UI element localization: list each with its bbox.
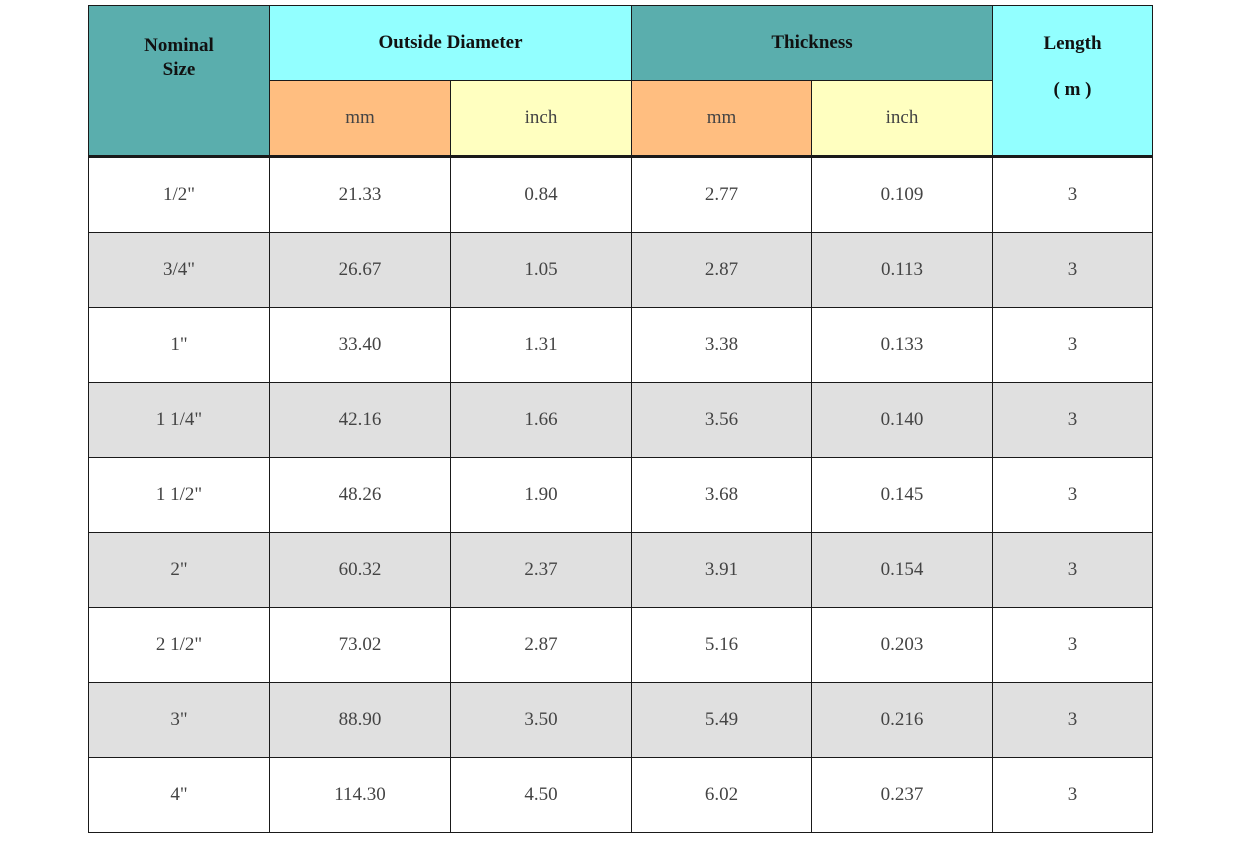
length-cell: 3	[992, 532, 1153, 608]
thickness-mm-cell: 3.38	[631, 307, 812, 383]
thickness-inch-cell: 0.113	[811, 232, 993, 308]
thickness-inch-cell: 0.216	[811, 682, 993, 758]
od-mm-cell: 73.02	[269, 607, 451, 683]
thickness-inch-cell: 0.109	[811, 156, 993, 233]
od-mm-cell: 88.90	[269, 682, 451, 758]
od-mm-cell: 114.30	[269, 757, 451, 833]
thickness-header: Thickness	[631, 5, 993, 81]
nominal-size-cell: 3"	[88, 682, 270, 758]
thickness-mm-cell: 3.91	[631, 532, 812, 608]
header-row: Nominal Size Outside Diameter Thickness …	[88, 5, 1153, 158]
nominal-size-cell: 1"	[88, 307, 270, 383]
thickness-inch-cell: 0.154	[811, 532, 993, 608]
nominal-size-cell: 4"	[88, 757, 270, 833]
length-label: Length	[1043, 33, 1102, 54]
nominal-size-cell: 1/2"	[88, 156, 270, 233]
thickness-inch-cell: 0.203	[811, 607, 993, 683]
thickness-mm-cell: 2.77	[631, 156, 812, 233]
od-mm-cell: 33.40	[269, 307, 451, 383]
od-mm-cell: 21.33	[269, 156, 451, 233]
length-cell: 3	[992, 682, 1153, 758]
length-cell: 3	[992, 382, 1153, 458]
length-cell: 3	[992, 757, 1153, 833]
length-cell: 3	[992, 307, 1153, 383]
thickness-mm-cell: 3.56	[631, 382, 812, 458]
table-row: 2" 60.32 2.37 3.91 0.154 3	[88, 532, 1153, 608]
nominal-size-cell: 1 1/2"	[88, 457, 270, 533]
table-row: 1 1/2" 48.26 1.90 3.68 0.145 3	[88, 457, 1153, 533]
od-inch-cell: 3.50	[450, 682, 632, 758]
length-unit-label: ( m )	[1053, 79, 1092, 100]
od-inch-cell: 1.90	[450, 457, 632, 533]
nominal-size-header: Nominal Size	[88, 5, 270, 158]
table-row: 3" 88.90 3.50 5.49 0.216 3	[88, 682, 1153, 758]
od-mm-cell: 60.32	[269, 532, 451, 608]
od-mm-cell: 26.67	[269, 232, 451, 308]
thickness-inch-cell: 0.140	[811, 382, 993, 458]
thickness-mm-cell: 2.87	[631, 232, 812, 308]
table-row: 3/4" 26.67 1.05 2.87 0.113 3	[88, 232, 1153, 308]
od-mm-header: mm	[269, 80, 451, 158]
od-inch-cell: 2.37	[450, 532, 632, 608]
table-row: 2 1/2" 73.02 2.87 5.16 0.203 3	[88, 607, 1153, 683]
od-inch-cell: 4.50	[450, 757, 632, 833]
pipe-spec-table: Nominal Size Outside Diameter Thickness …	[88, 5, 1153, 833]
thickness-mm-cell: 3.68	[631, 457, 812, 533]
od-mm-cell: 48.26	[269, 457, 451, 533]
nominal-size-cell: 1 1/4"	[88, 382, 270, 458]
thickness-mm-cell: 6.02	[631, 757, 812, 833]
thickness-inch-cell: 0.145	[811, 457, 993, 533]
nominal-size-cell: 3/4"	[88, 232, 270, 308]
thickness-mm-cell: 5.16	[631, 607, 812, 683]
length-cell: 3	[992, 156, 1153, 233]
nominal-size-label-line2: Size	[162, 59, 196, 80]
thickness-inch-cell: 0.133	[811, 307, 993, 383]
length-cell: 3	[992, 607, 1153, 683]
thickness-inch-header: inch	[811, 80, 993, 158]
thickness-mm-header: mm	[631, 80, 812, 158]
nominal-size-label-line1: Nominal	[144, 35, 214, 56]
table-row: 1 1/4" 42.16 1.66 3.56 0.140 3	[88, 382, 1153, 458]
length-cell: 3	[992, 457, 1153, 533]
length-header: Length ( m )	[992, 5, 1153, 158]
od-inch-cell: 1.05	[450, 232, 632, 308]
od-mm-cell: 42.16	[269, 382, 451, 458]
od-inch-cell: 2.87	[450, 607, 632, 683]
outside-diameter-header: Outside Diameter	[269, 5, 632, 81]
od-inch-cell: 1.31	[450, 307, 632, 383]
subheader-row: mm inch mm inch	[89, 80, 1153, 158]
table-row: 1/2" 21.33 0.84 2.77 0.109 3	[88, 156, 1153, 233]
nominal-size-cell: 2 1/2"	[88, 607, 270, 683]
nominal-size-cell: 2"	[88, 532, 270, 608]
od-inch-cell: 1.66	[450, 382, 632, 458]
thickness-inch-cell: 0.237	[811, 757, 993, 833]
table-row: 1" 33.40 1.31 3.38 0.133 3	[88, 307, 1153, 383]
length-cell: 3	[992, 232, 1153, 308]
od-inch-cell: 0.84	[450, 156, 632, 233]
thickness-mm-cell: 5.49	[631, 682, 812, 758]
od-inch-header: inch	[450, 80, 632, 158]
table-row: 4" 114.30 4.50 6.02 0.237 3	[88, 757, 1153, 833]
